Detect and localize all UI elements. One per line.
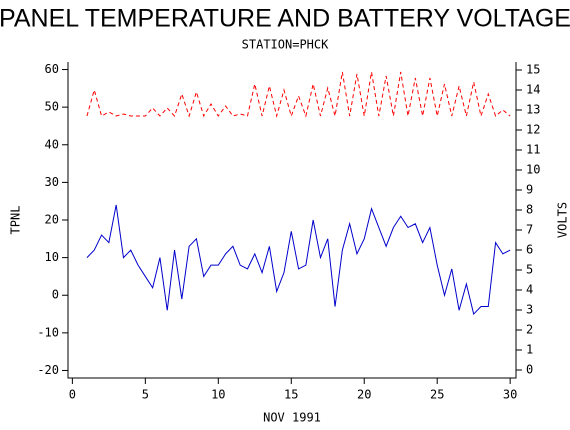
chart-title: PANEL TEMPERATURE AND BATTERY VOLTAGE	[0, 5, 570, 33]
y2-tick-label: 8	[526, 203, 533, 217]
x-tick-label: 0	[69, 388, 76, 402]
x-axis-label: NOV 1991	[263, 411, 321, 425]
y2-tick-label: 5	[526, 263, 533, 277]
chart-subtitle: STATION=PHCK	[242, 38, 329, 52]
x-tick-label: 30	[503, 388, 517, 402]
y-tick-label: 10	[45, 250, 59, 264]
y-tick-label: -10	[37, 325, 59, 339]
x-tick-label: 5	[142, 388, 149, 402]
y2-tick-label: 15	[526, 63, 540, 77]
y-tick-label: 30	[45, 175, 59, 189]
y2-tick-label: 1	[526, 343, 533, 357]
y-tick-label: 0	[52, 288, 59, 302]
y2-tick-label: 14	[526, 83, 540, 97]
y2-tick-label: 13	[526, 103, 540, 117]
y-tick-label: -20	[37, 363, 59, 377]
y-axis-label: TPNL	[9, 206, 23, 235]
series-line	[86, 71, 511, 118]
axis-frame	[67, 62, 517, 379]
x-tick-label: 20	[357, 388, 371, 402]
y2-tick-label: 3	[526, 303, 533, 317]
series-line	[86, 204, 511, 316]
y2-tick-label: 12	[526, 123, 540, 137]
y2-tick-label: 7	[526, 223, 533, 237]
y2-tick-label: 4	[526, 283, 533, 297]
y2-tick-label: 9	[526, 183, 533, 197]
y2-tick-label: 2	[526, 323, 533, 337]
x-tick-label: 25	[430, 388, 444, 402]
y2-tick-label: 6	[526, 243, 533, 257]
y2-tick-label: 10	[526, 163, 540, 177]
y-tick-label: 50	[45, 100, 59, 114]
y-tick-label: 20	[45, 213, 59, 227]
y2-tick-label: 0	[526, 363, 533, 377]
y2-axis-label: VOLTS	[556, 202, 570, 238]
y-tick-label: 60	[45, 62, 59, 76]
y2-tick-label: 11	[526, 143, 540, 157]
x-tick-label: 10	[211, 388, 225, 402]
y-tick-label: 40	[45, 137, 59, 151]
x-tick-label: 15	[284, 388, 298, 402]
